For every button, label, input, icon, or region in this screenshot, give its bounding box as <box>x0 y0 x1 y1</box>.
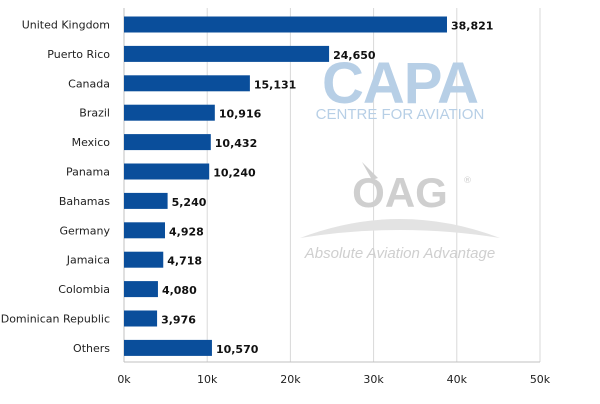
bar-mexico <box>124 134 211 151</box>
capa-tagline: CENTRE FOR AVIATION <box>316 106 485 123</box>
oag-wing-icon <box>362 162 378 180</box>
x-tick-label-50k: 50k <box>530 373 551 386</box>
category-label-dominican-republic: Dominican Republic <box>1 313 110 326</box>
oag-swoosh-icon <box>300 219 500 238</box>
data-label-canada: 15,131 <box>254 78 296 91</box>
category-label-panama: Panama <box>66 166 110 179</box>
bar-united-kingdom <box>124 16 447 33</box>
data-labels: 38,821 24,650 15,131 10,916 10,432 10,240 5,24… <box>161 20 493 356</box>
category-label-mexico: Mexico <box>72 136 111 149</box>
x-tick-label-0k: 0k <box>117 373 131 386</box>
bar-germany <box>124 222 166 239</box>
data-label-colombia: 4,080 <box>162 284 197 297</box>
x-tick-label-20k: 20k <box>280 373 301 386</box>
data-label-germany: 4,928 <box>169 225 204 238</box>
category-labels: United Kingdom Puerto Rico Canada Brazil Mex… <box>1 19 111 355</box>
x-tick-label-40k: 40k <box>447 373 468 386</box>
bar-dominican-republic <box>124 310 158 327</box>
category-label-canada: Canada <box>68 77 110 90</box>
category-label-bahamas: Bahamas <box>59 195 110 208</box>
category-label-colombia: Colombia <box>58 283 110 296</box>
data-label-brazil: 10,916 <box>219 108 262 121</box>
category-label-jamaica: Jamaica <box>66 254 110 267</box>
watermark-logos: CAPA CENTRE FOR AVIATION OAG ® Absolute … <box>300 51 500 262</box>
data-label-panama: 10,240 <box>213 167 256 180</box>
category-label-united-kingdom: United Kingdom <box>22 19 110 32</box>
oag-logo-graphic <box>300 162 500 238</box>
category-label-others: Others <box>73 342 110 355</box>
bar-panama <box>124 163 210 180</box>
oag-tagline: Absolute Aviation Advantage <box>304 245 495 262</box>
data-label-bahamas: 5,240 <box>172 196 207 209</box>
data-label-dominican-republic: 3,976 <box>161 314 196 327</box>
x-tick-label-30k: 30k <box>363 373 384 386</box>
bar-bahamas <box>124 192 168 209</box>
category-label-brazil: Brazil <box>79 107 110 120</box>
bar-others <box>124 339 212 356</box>
bars <box>124 16 447 356</box>
capa-logo: CAPA <box>322 51 478 116</box>
data-label-puerto-rico: 24,650 <box>333 49 376 62</box>
data-label-jamaica: 4,718 <box>167 255 202 268</box>
bar-canada <box>124 75 250 92</box>
bar-colombia <box>124 281 158 298</box>
oag-registered-mark: ® <box>463 176 472 186</box>
bar-brazil <box>124 104 215 121</box>
x-tick-label-10k: 10k <box>197 373 218 386</box>
bar-puerto-rico <box>124 45 330 62</box>
oag-logo: OAG <box>352 169 448 216</box>
grid-lines <box>123 8 541 363</box>
data-label-others: 10,570 <box>216 343 259 356</box>
data-label-mexico: 10,432 <box>215 137 257 150</box>
category-label-puerto-rico: Puerto Rico <box>47 48 110 61</box>
x-axis-tick-labels: 0k 10k 20k 30k 40k 50k <box>117 373 550 386</box>
category-label-germany: Germany <box>59 224 110 237</box>
bar-jamaica <box>124 251 164 268</box>
data-label-united-kingdom: 38,821 <box>451 20 493 33</box>
